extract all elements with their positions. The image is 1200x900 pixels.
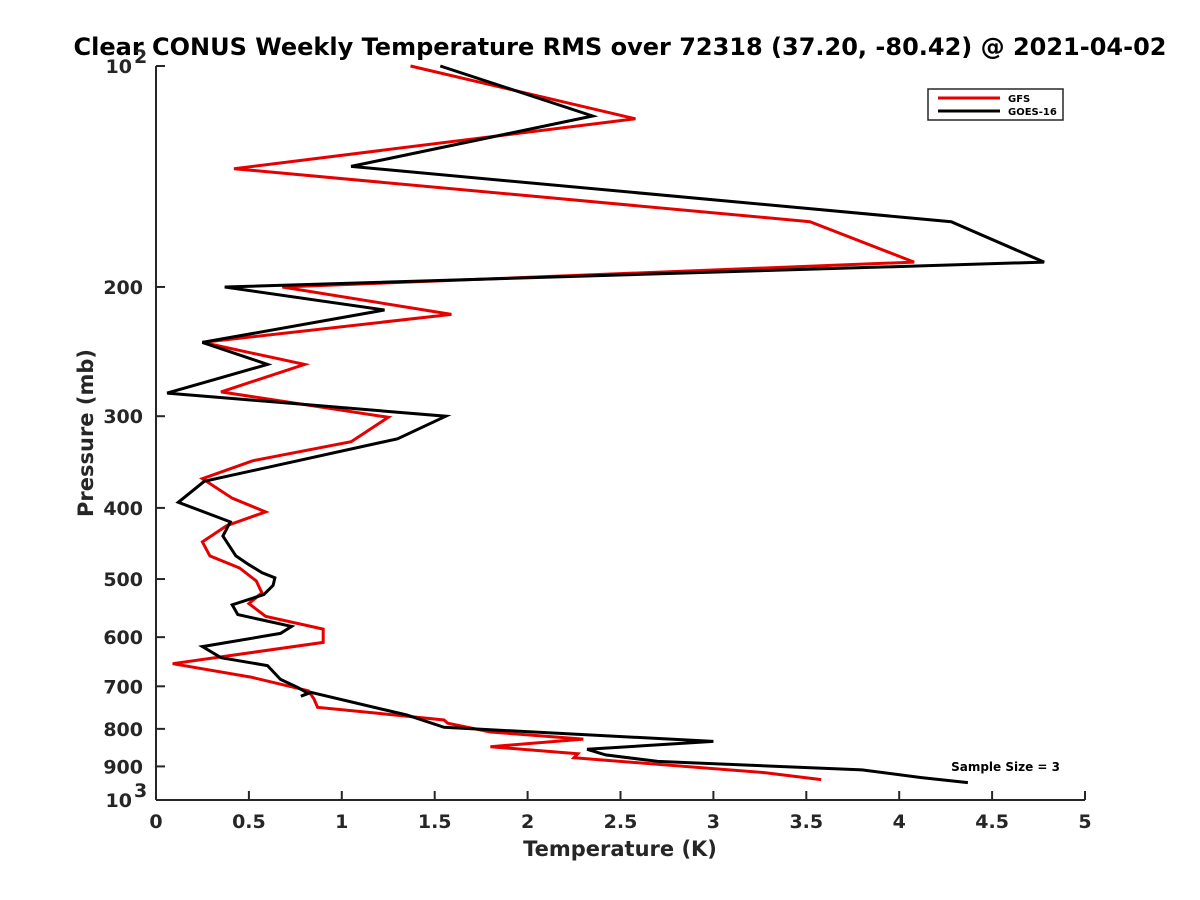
y-tick-exponent: 2 xyxy=(134,46,147,68)
legend: GFS GOES-16 xyxy=(927,88,1064,121)
legend-label-goes-16: GOES-16 xyxy=(1008,107,1057,118)
x-axis-title: Temperature (K) xyxy=(523,837,717,861)
y-tick-label: 300 xyxy=(103,406,143,428)
x-tick-label: 1.5 xyxy=(418,811,452,833)
series-line-gfs xyxy=(172,64,915,782)
y-tick-label: 10 xyxy=(106,790,132,812)
x-tick-label: 2 xyxy=(521,811,534,833)
y-tick-label: 900 xyxy=(103,756,143,778)
chart-title: Clear CONUS Weekly Temperature RMS over … xyxy=(74,33,1167,61)
x-tick-label: 0 xyxy=(149,811,162,833)
x-tick-label: 1 xyxy=(335,811,348,833)
y-tick-label: 200 xyxy=(103,277,143,299)
y-tick-label: 800 xyxy=(103,719,143,741)
x-tick-label: 4 xyxy=(893,811,906,833)
x-tick-label: 3.5 xyxy=(789,811,823,833)
x-tick-label: 2.5 xyxy=(604,811,638,833)
y-tick-label: 400 xyxy=(103,498,143,520)
y-tick-label: 700 xyxy=(103,676,143,698)
y-tick-label: 600 xyxy=(103,627,143,649)
x-tick-label: 0.5 xyxy=(232,811,266,833)
plot-area: 0 0.5 1 1.5 2 2.5 3 3.5 4 4.5 510 22003004005006007… xyxy=(103,46,1091,833)
x-tick-label: 5 xyxy=(1078,811,1091,833)
x-tick-label: 4.5 xyxy=(975,811,1009,833)
y-tick-exponent: 3 xyxy=(134,780,147,802)
y-tick-label: 500 xyxy=(103,569,143,591)
series-line-goes-16 xyxy=(166,64,1045,785)
y-tick-label: 10 xyxy=(106,56,132,78)
y-axis-title: Pressure (mb) xyxy=(74,349,98,517)
x-tick-label: 3 xyxy=(707,811,720,833)
legend-label-gfs: GFS xyxy=(1008,94,1030,105)
legend-box xyxy=(927,88,1064,121)
sample-size-annotation: Sample Size = 3 xyxy=(951,760,1060,774)
